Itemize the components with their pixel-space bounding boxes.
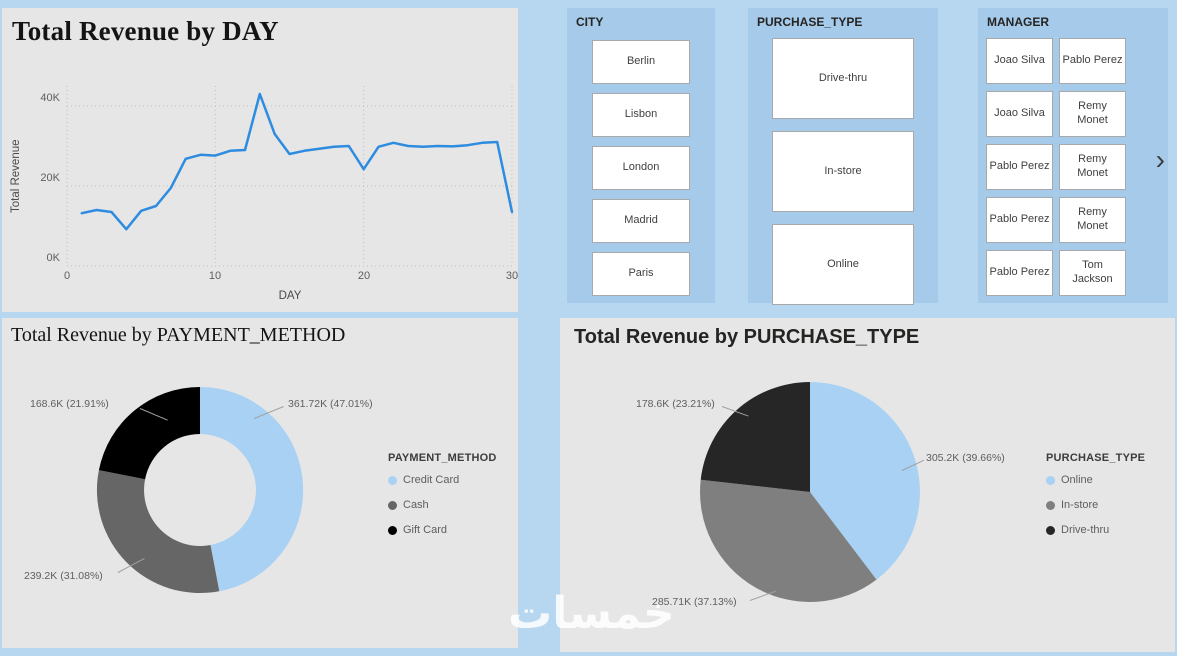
legend-dot-icon [388,500,397,510]
slicer-button-tom-jackson[interactable]: Tom Jackson [1059,250,1126,296]
purchase-type-legend: PURCHASE_TYPE Online In-store Drive-thru [1046,452,1145,549]
donut-chart-title: Total Revenue by PAYMENT_METHOD [11,324,346,346]
slicer-button-remy-monet[interactable]: Remy Monet [1059,91,1126,137]
slice-label-drive-thru: 178.6K (23.21%) [636,398,715,410]
slice-label-cash: 239.2K (31.08%) [24,570,103,582]
legend-item-label: Cash [403,499,429,511]
legend-title: PURCHASE_TYPE [1046,452,1146,464]
x-tick-10: 10 [208,270,222,282]
line-chart-title: Total Revenue by DAY [12,16,279,46]
purchase-type-slicer-header: PURCHASE_TYPE [757,15,863,29]
slicer-button-remy-monet[interactable]: Remy Monet [1059,144,1126,190]
slicer-button-madrid[interactable]: Madrid [592,199,690,243]
slicer-button-paris[interactable]: Paris [592,252,690,296]
payment-method-legend: PAYMENT_METHOD Credit Card Cash Gift Car… [388,452,497,549]
legend-item-online[interactable]: Online [1046,474,1145,486]
slicer-button-pablo-perez[interactable]: Pablo Perez [986,144,1053,190]
legend-title: PAYMENT_METHOD [388,452,497,464]
x-tick-0: 0 [63,270,71,282]
legend-dot-icon [388,525,397,535]
pie-chart-title: Total Revenue by PURCHASE_TYPE [574,326,920,348]
purchase-type-slicer: PURCHASE_TYPE Drive-thru In-store Online [748,8,938,305]
line-chart-panel: Total Revenue by DAY Total Revenue 0K 20… [2,8,518,312]
pie-chart-svg[interactable] [560,318,1175,652]
slice-label-gift-card: 168.6K (21.91%) [30,398,109,410]
slicer-button-berlin[interactable]: Berlin [592,40,690,84]
legend-dot-icon [1046,475,1055,485]
purchase-slicer-body: Drive-thru In-store Online [748,38,938,305]
city-slicer-header: CITY [576,15,604,29]
donut-chart-svg[interactable] [2,318,518,648]
x-axis-label: DAY [278,290,302,302]
legend-dot-icon [1046,525,1055,535]
slicer-button-pablo-perez[interactable]: Pablo Perez [1059,38,1126,84]
manager-slicer: MANAGER Joao Silva Pablo Perez Joao Silva R… [978,8,1168,303]
legend-item-label: Gift Card [403,524,448,536]
slicer-button-pablo-perez[interactable]: Pablo Perez [986,197,1053,243]
y-tick-20k: 20K [40,172,60,184]
legend-item-label: Online [1061,474,1093,486]
legend-item-label: In-store [1061,499,1099,511]
y-tick-0: 0K [46,252,60,264]
legend-item-in-store[interactable]: In-store [1046,499,1145,511]
city-slicer-body: Berlin Lisbon London Madrid Paris [567,40,715,296]
y-axis-label: Total Revenue [10,139,22,213]
line-chart-svg[interactable] [66,86,514,267]
slicer-button-london[interactable]: London [592,146,690,190]
slice-label-online: 305.2K (39.66%) [926,452,1005,464]
legend-dot-icon [1046,500,1055,510]
purchase-type-pie-panel: Total Revenue by PURCHASE_TYPE 178.6K (2… [560,318,1175,652]
legend-item-drive-thru[interactable]: Drive-thru [1046,524,1145,536]
legend-item-cash[interactable]: Cash [388,499,497,511]
slicer-button-remy-monet[interactable]: Remy Monet [1059,197,1126,243]
chevron-right-icon[interactable]: › [1155,144,1165,175]
city-slicer: CITY Berlin Lisbon London Madrid Paris [567,8,715,303]
slicer-button-online[interactable]: Online [772,224,914,305]
payment-method-donut-panel: Total Revenue by PAYMENT_METHOD 361.72K … [2,318,518,648]
slicer-button-in-store[interactable]: In-store [772,131,914,212]
slicer-button-joao-silva[interactable]: Joao Silva [986,38,1053,84]
legend-item-credit-card[interactable]: Credit Card [388,474,497,486]
slicer-button-pablo-perez[interactable]: Pablo Perez [986,250,1053,296]
legend-dot-icon [388,475,397,485]
y-tick-40k: 40K [40,92,60,104]
legend-item-label: Credit Card [403,474,460,486]
manager-slicer-body: Joao Silva Pablo Perez Joao Silva Remy Mone… [986,38,1126,296]
watermark: خمسات [508,588,675,639]
legend-item-label: Drive-thru [1061,524,1110,536]
slicer-button-lisbon[interactable]: Lisbon [592,93,690,137]
x-tick-20: 20 [357,270,371,282]
slicer-button-drive-thru[interactable]: Drive-thru [772,38,914,119]
slice-label-credit-card: 361.72K (47.01%) [288,398,373,410]
manager-slicer-header: MANAGER [987,15,1049,29]
slicer-button-joao-silva[interactable]: Joao Silva [986,91,1053,137]
legend-item-gift-card[interactable]: Gift Card [388,524,497,536]
x-tick-30: 30 [505,270,519,282]
slice-label-in-store: 285.71K (37.13%) [652,596,737,608]
